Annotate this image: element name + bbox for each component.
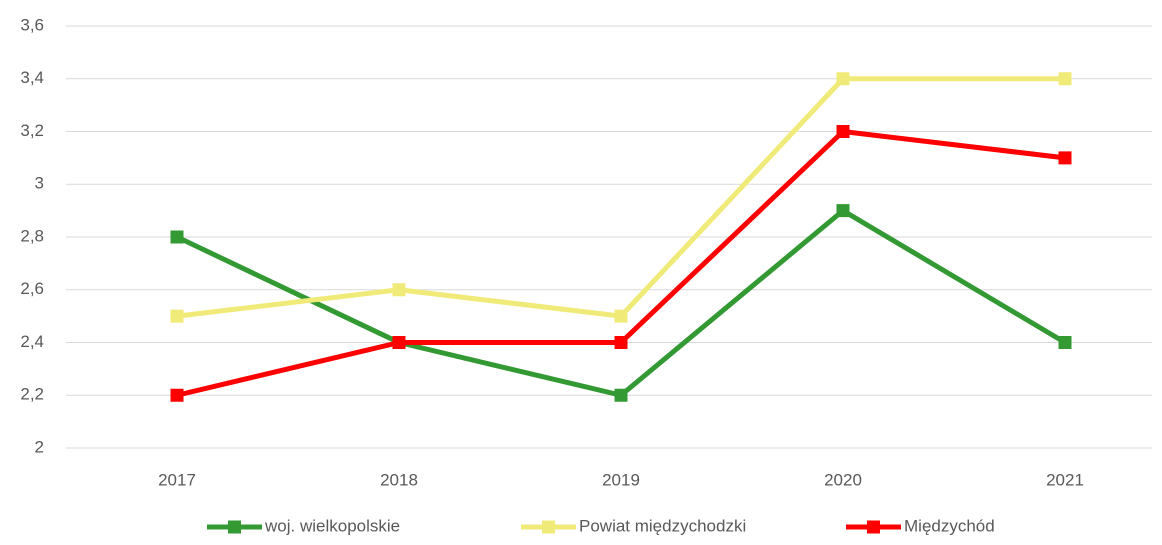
point-marker (614, 336, 628, 349)
legend-label: woj. wielkopolskie (264, 516, 400, 535)
series-line (176, 76, 1065, 319)
legend-marker (228, 520, 241, 534)
y-tick-label: 3,6 (20, 15, 44, 34)
y-tick-label: 2,4 (20, 332, 44, 351)
point-marker (392, 336, 406, 349)
x-tick-label: 2017 (158, 470, 196, 489)
point-marker (170, 388, 184, 402)
series-line (175, 208, 1067, 398)
y-tick-label: 2,2 (20, 385, 44, 404)
point-marker (1058, 336, 1072, 349)
point-marker (836, 204, 850, 218)
legend-marker (542, 520, 555, 534)
legend-label: Powiat międzychodzki (579, 516, 746, 535)
point-marker (1058, 72, 1072, 86)
x-tick-label: 2018 (380, 470, 418, 489)
y-tick-label: 2 (35, 437, 44, 456)
point-marker (836, 125, 850, 138)
point-marker (170, 230, 184, 244)
legend-label: Międzychód (904, 516, 995, 535)
y-tick-label: 3 (35, 174, 44, 193)
y-tick-label: 3,4 (20, 68, 44, 87)
x-tick-label: 2020 (824, 470, 862, 489)
x-tick-label: 2021 (1046, 470, 1084, 489)
point-marker (614, 309, 628, 323)
legend-marker (867, 520, 880, 534)
x-tick-label: 2019 (602, 470, 640, 489)
point-marker (836, 72, 850, 86)
y-tick-label: 2,8 (20, 226, 44, 245)
point-marker (1058, 151, 1072, 165)
point-marker (170, 309, 184, 323)
y-tick-label: 3,2 (20, 121, 44, 140)
point-marker (614, 388, 628, 402)
y-tick-label: 2,6 (20, 279, 44, 298)
point-marker (392, 283, 406, 297)
